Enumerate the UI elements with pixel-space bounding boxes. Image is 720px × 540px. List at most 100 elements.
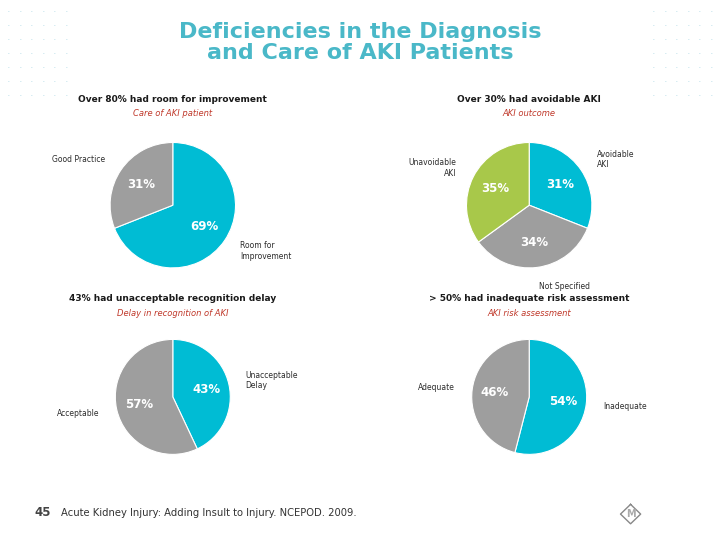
Text: ·: ·	[698, 35, 702, 45]
Wedge shape	[479, 205, 588, 268]
Text: ·: ·	[663, 21, 667, 31]
Text: ·: ·	[652, 35, 656, 45]
Text: ·: ·	[41, 21, 45, 31]
Text: Over 80% had room for improvement: Over 80% had room for improvement	[78, 94, 267, 104]
Text: ·: ·	[698, 91, 702, 101]
Text: ·: ·	[41, 49, 45, 59]
Text: ·: ·	[698, 7, 702, 17]
Text: ·: ·	[675, 21, 679, 31]
Text: ·: ·	[53, 91, 57, 101]
Text: 57%: 57%	[125, 398, 153, 411]
Text: ·: ·	[6, 91, 11, 101]
Wedge shape	[467, 143, 529, 242]
Text: 31%: 31%	[546, 178, 575, 191]
Text: Inadequate: Inadequate	[603, 402, 647, 411]
Wedge shape	[115, 340, 197, 454]
Text: ·: ·	[53, 7, 57, 17]
Text: ·: ·	[709, 63, 714, 73]
Text: ·: ·	[686, 77, 690, 87]
Text: ·: ·	[675, 35, 679, 45]
Text: ·: ·	[675, 63, 679, 73]
Text: ·: ·	[18, 77, 22, 87]
Text: 34%: 34%	[520, 236, 548, 249]
Text: Care of AKI patient: Care of AKI patient	[133, 109, 212, 118]
Wedge shape	[173, 340, 230, 449]
Text: ·: ·	[41, 35, 45, 45]
Text: ·: ·	[64, 21, 68, 31]
Text: ·: ·	[64, 7, 68, 17]
Text: ·: ·	[30, 7, 34, 17]
Text: ·: ·	[6, 35, 11, 45]
Text: Delay in recognition of AKI: Delay in recognition of AKI	[117, 309, 228, 318]
Text: AKI outcome: AKI outcome	[503, 109, 556, 118]
Text: ·: ·	[41, 77, 45, 87]
Wedge shape	[529, 143, 592, 228]
Text: ·: ·	[652, 63, 656, 73]
Text: ·: ·	[18, 91, 22, 101]
Wedge shape	[515, 340, 587, 454]
Text: ·: ·	[30, 21, 34, 31]
Text: ·: ·	[675, 91, 679, 101]
Text: ·: ·	[663, 77, 667, 87]
Text: ·: ·	[652, 91, 656, 101]
Wedge shape	[114, 143, 235, 268]
Text: ·: ·	[53, 77, 57, 87]
Text: ·: ·	[663, 49, 667, 59]
Text: ·: ·	[64, 77, 68, 87]
Text: ·: ·	[698, 21, 702, 31]
Text: ·: ·	[18, 7, 22, 17]
Text: ·: ·	[663, 63, 667, 73]
Text: ·: ·	[652, 49, 656, 59]
Text: ·: ·	[30, 35, 34, 45]
Text: ·: ·	[709, 77, 714, 87]
Text: ·: ·	[30, 49, 34, 59]
Text: Not Specified: Not Specified	[539, 281, 590, 291]
Text: ·: ·	[663, 35, 667, 45]
Text: 46%: 46%	[481, 386, 509, 399]
Text: Acute Kidney Injury: Adding Insult to Injury. NCEPOD. 2009.: Acute Kidney Injury: Adding Insult to In…	[61, 508, 357, 518]
Text: FINDINGS FOR ADMITTED PATIENTS THAT DIED FROM HOSPITAL ACQUIRED: FINDINGS FOR ADMITTED PATIENTS THAT DIED…	[156, 76, 564, 86]
Text: ·: ·	[6, 7, 11, 17]
Text: 69%: 69%	[190, 220, 218, 233]
Text: 45: 45	[35, 507, 51, 519]
Text: ·: ·	[30, 77, 34, 87]
Text: ·: ·	[53, 49, 57, 59]
Text: ·: ·	[18, 49, 22, 59]
Text: ·: ·	[686, 21, 690, 31]
Text: ·: ·	[6, 49, 11, 59]
Text: ·: ·	[64, 63, 68, 73]
Text: ASTUTE: ASTUTE	[660, 505, 688, 511]
Text: ·: ·	[652, 21, 656, 31]
Text: Over 30% had avoidable AKI: Over 30% had avoidable AKI	[457, 94, 601, 104]
Text: ·: ·	[686, 91, 690, 101]
Text: Room for
Improvement: Room for Improvement	[240, 241, 292, 261]
Text: Unavoidable
AKI: Unavoidable AKI	[409, 158, 456, 178]
Text: ·: ·	[30, 91, 34, 101]
Text: 54%: 54%	[549, 395, 577, 408]
Text: ·: ·	[686, 7, 690, 17]
Text: MEDICAL: MEDICAL	[657, 517, 690, 523]
Text: Deficiencies in the Diagnosis: Deficiencies in the Diagnosis	[179, 22, 541, 42]
Text: ·: ·	[64, 49, 68, 59]
Text: M: M	[626, 509, 635, 519]
Text: ·: ·	[53, 35, 57, 45]
Text: Avoidable
AKI: Avoidable AKI	[597, 150, 634, 169]
Text: ·: ·	[64, 35, 68, 45]
Wedge shape	[110, 143, 173, 228]
Text: ·: ·	[652, 77, 656, 87]
Text: ·: ·	[686, 35, 690, 45]
Text: Acceptable: Acceptable	[58, 409, 100, 418]
Text: ·: ·	[698, 49, 702, 59]
Text: ·: ·	[41, 7, 45, 17]
Text: ·: ·	[709, 35, 714, 45]
Text: > 50% had inadequate risk assessment: > 50% had inadequate risk assessment	[429, 294, 629, 303]
Text: ·: ·	[709, 21, 714, 31]
Text: 43% had unacceptable recognition delay: 43% had unacceptable recognition delay	[69, 294, 276, 303]
Text: ·: ·	[64, 91, 68, 101]
Text: ·: ·	[18, 21, 22, 31]
Text: ·: ·	[698, 63, 702, 73]
Text: ·: ·	[709, 91, 714, 101]
Text: ·: ·	[675, 7, 679, 17]
Text: ·: ·	[709, 49, 714, 59]
Text: ·: ·	[53, 21, 57, 31]
